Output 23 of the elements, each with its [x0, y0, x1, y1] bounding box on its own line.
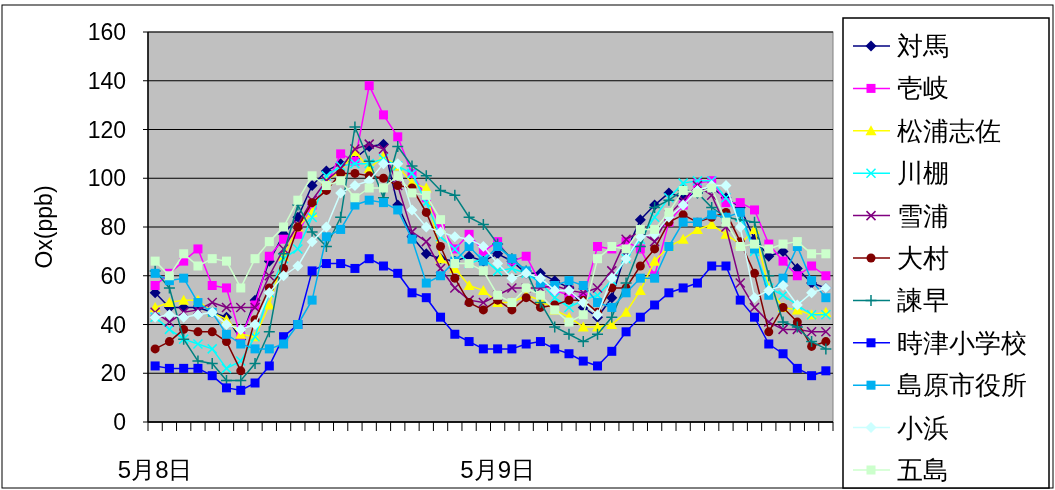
- y-tick-label: 80: [100, 214, 126, 240]
- y-tick-label: 40: [100, 311, 126, 338]
- legend-label: 小浜: [897, 412, 949, 443]
- x-tick-label: 5月8日: [117, 456, 193, 483]
- legend-label: 松浦志佐: [897, 115, 1001, 146]
- y-tick-label: 20: [100, 360, 126, 387]
- legend-label: 大村: [897, 243, 949, 273]
- x-tick-label: 5月9日: [460, 456, 535, 483]
- legend-label: 時津小学校: [897, 327, 1027, 358]
- legend-label: 雪浦: [897, 200, 949, 231]
- legend-label: 島原市役所: [897, 370, 1027, 401]
- y-axis-title: Ox(ppb): [31, 185, 57, 269]
- y-tick-label: 0: [113, 409, 126, 435]
- y-tick-label: 120: [87, 116, 126, 143]
- legend-label: 川棚: [897, 158, 949, 189]
- legend-label: 対馬: [897, 31, 949, 61]
- y-tick-label: 140: [87, 67, 126, 94]
- y-tick-label: 60: [100, 262, 126, 289]
- y-tick-label: 100: [87, 165, 126, 192]
- legend-label: 諫早: [897, 285, 949, 316]
- y-tick-label: 160: [87, 19, 126, 45]
- legend-label: 五島: [897, 455, 949, 485]
- legend-label: 壱岐: [897, 73, 949, 104]
